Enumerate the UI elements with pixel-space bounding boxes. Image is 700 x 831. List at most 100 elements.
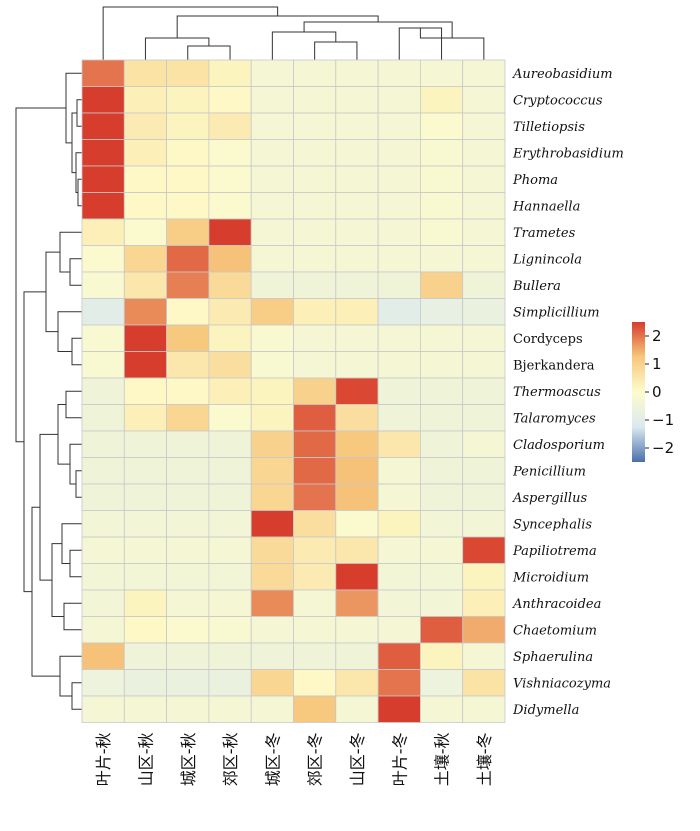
heatmap-cell xyxy=(419,642,464,670)
heatmap-cell xyxy=(293,59,337,87)
heatmap-cell xyxy=(208,324,252,352)
heatmap-cell xyxy=(166,404,210,432)
column-label: 山区-秋 xyxy=(136,733,155,787)
color-legend: 2 1 0 −1 −2 xyxy=(632,322,674,462)
dendrogram-link xyxy=(303,21,453,38)
heatmap-cell xyxy=(293,192,337,220)
heatmap-cell xyxy=(419,139,464,167)
heatmap-cell xyxy=(250,271,294,299)
heatmap-cell xyxy=(81,457,125,485)
heatmap-cell xyxy=(419,430,464,458)
heatmap-cell xyxy=(335,430,379,458)
colorbar-tick-label: 2 xyxy=(652,327,662,345)
heatmap-cell xyxy=(293,351,337,379)
row-label: Cladosporium xyxy=(513,438,605,453)
heatmap-cell xyxy=(377,139,421,167)
column-label: 城区-秋 xyxy=(179,733,198,787)
heatmap-cell xyxy=(419,86,464,114)
heatmap-cell xyxy=(250,695,294,723)
heatmap-cell xyxy=(250,165,294,193)
column-label: 郊区-秋 xyxy=(221,733,240,787)
column-dendrogram xyxy=(102,6,485,60)
heatmap-cell xyxy=(81,165,125,193)
heatmap-cell xyxy=(208,536,252,564)
heatmap-cell xyxy=(250,112,294,140)
dendrogram-link xyxy=(65,390,82,419)
heatmap-cell xyxy=(250,510,294,538)
heatmap-cell xyxy=(462,589,506,617)
heatmap-cell xyxy=(462,324,506,352)
heatmap-cell xyxy=(377,642,421,670)
row-label: Tilletiopsis xyxy=(513,120,585,135)
heatmap-cell xyxy=(208,112,252,140)
heatmap-cell xyxy=(166,112,210,140)
heatmap-cell xyxy=(166,165,210,193)
row-label: Papiliotrema xyxy=(512,544,597,559)
heatmap-cell xyxy=(462,271,506,299)
heatmap-cell xyxy=(208,510,252,538)
heatmap-cell xyxy=(462,218,506,246)
heatmap-cell xyxy=(293,112,337,140)
heatmap-cell xyxy=(335,616,379,644)
heatmap-cell xyxy=(208,616,252,644)
heatmap-cell xyxy=(293,218,337,246)
heatmap-cell xyxy=(377,404,421,432)
heatmap-cell xyxy=(335,404,379,432)
heatmap-cell xyxy=(81,139,125,167)
heatmap-cell xyxy=(208,563,252,591)
heatmap-cell xyxy=(250,642,294,670)
heatmap-cell xyxy=(208,483,252,511)
row-label: Aspergillus xyxy=(512,491,587,506)
row-label: Lignincola xyxy=(512,252,582,267)
row-label: Talaromyces xyxy=(513,411,596,426)
row-label: Penicillium xyxy=(512,464,586,479)
heatmap-cell xyxy=(81,271,125,299)
heatmap-cell xyxy=(335,112,379,140)
heatmap-cell xyxy=(419,616,464,644)
heatmap-cell xyxy=(166,271,210,299)
heatmap-cell xyxy=(81,59,125,87)
heatmap-cell xyxy=(250,404,294,432)
dendrogram-link xyxy=(59,231,82,273)
colorbar-tick-label: 0 xyxy=(652,383,662,401)
heatmap-cell xyxy=(419,324,464,352)
dendrogram-link xyxy=(31,506,60,677)
heatmap-cell xyxy=(293,404,337,432)
heatmap-cell xyxy=(81,563,125,591)
dendrogram-link xyxy=(57,311,82,352)
heatmap-cell xyxy=(377,695,421,723)
heatmap-cell xyxy=(208,165,252,193)
heatmap-cell xyxy=(419,377,464,405)
heatmap-cell xyxy=(335,377,379,405)
heatmap-cell xyxy=(208,351,252,379)
colorbar-tick-label: −1 xyxy=(652,411,674,429)
heatmap-cell xyxy=(377,589,421,617)
heatmap-cell xyxy=(166,245,210,273)
heatmap-cell xyxy=(123,536,168,564)
heatmap-cell xyxy=(335,218,379,246)
dendrogram-link xyxy=(102,6,279,60)
heatmap-cell xyxy=(208,245,252,273)
heatmap-cell xyxy=(123,404,168,432)
dendrogram-link xyxy=(63,602,82,631)
heatmap-cell xyxy=(250,351,294,379)
dendrogram-link xyxy=(271,31,337,60)
heatmap-cell xyxy=(462,563,506,591)
heatmap-cell xyxy=(462,245,506,273)
heatmap-cell xyxy=(81,642,125,670)
heatmap-cell xyxy=(81,192,125,220)
heatmap-cell xyxy=(208,404,252,432)
heatmap-cell xyxy=(335,695,379,723)
heatmap-cell xyxy=(166,536,210,564)
heatmap-cell xyxy=(166,589,210,617)
heatmap-cell xyxy=(123,377,168,405)
dendrogram-link xyxy=(76,99,82,127)
heatmap-cell xyxy=(81,404,125,432)
heatmap-cell xyxy=(293,298,337,326)
heatmap-cell xyxy=(81,510,125,538)
heatmap-cell xyxy=(335,510,379,538)
heatmap-cell xyxy=(335,245,379,273)
heatmap-cell xyxy=(377,324,421,352)
heatmap-cell xyxy=(293,457,337,485)
heatmap-cell xyxy=(208,642,252,670)
